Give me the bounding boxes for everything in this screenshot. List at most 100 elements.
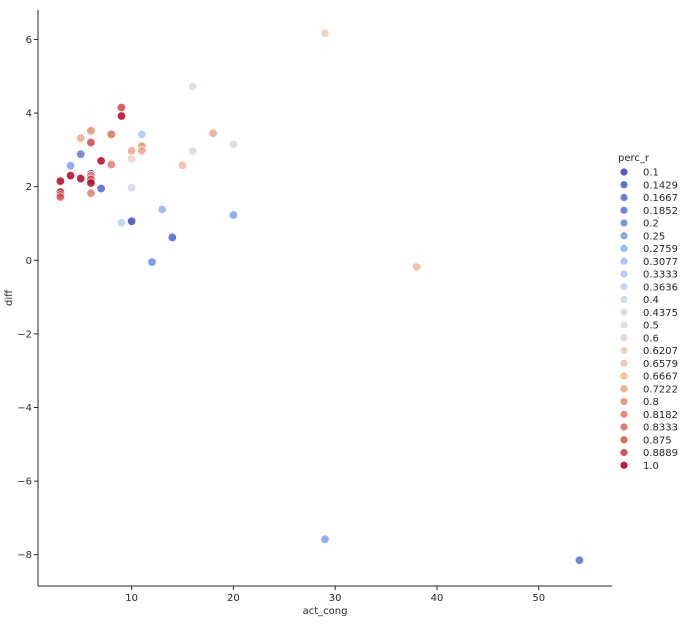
scatter-point [96, 184, 106, 194]
y-tick-label: 6 [26, 35, 32, 46]
legend-marker [620, 359, 628, 367]
legend-marker [620, 385, 628, 393]
y-tick-label: −2 [17, 329, 32, 340]
scatter-point [412, 262, 422, 272]
legend-marker [620, 244, 628, 253]
scatter-point [86, 188, 96, 198]
legend-marker [620, 270, 628, 278]
scatter-point [116, 111, 126, 121]
scatter-point [106, 160, 116, 170]
legend-items: 0.10.1429 0.1667 0.1852 0.20.25 0.2759 0.3077… [620, 168, 678, 472]
legend-label: 0.1667 [643, 193, 678, 204]
x-tick-label: 20 [227, 593, 240, 604]
scatter-point [167, 232, 177, 242]
scatter-point [147, 257, 157, 267]
legend-marker [620, 346, 628, 355]
legend-label: 0.1852 [643, 206, 678, 217]
legend-label: 0.6207 [643, 346, 678, 357]
scatter-point [55, 192, 65, 202]
legend-marker [620, 334, 628, 342]
y-tick-label: 2 [26, 182, 32, 193]
legend-label: 0.8333 [643, 423, 678, 434]
legend-label: 0.25 [643, 231, 665, 242]
legend-marker [620, 257, 628, 265]
scatter-point [188, 82, 198, 92]
legend-marker [620, 436, 628, 444]
legend-title: perc_r [618, 153, 650, 164]
scatter-point [66, 171, 76, 181]
plot-axes [37, 10, 612, 587]
legend-label: 0.6579 [643, 359, 678, 370]
scatter-point [188, 146, 198, 156]
scatter-point [76, 174, 86, 184]
scatter-point [86, 178, 96, 188]
y-tick-label: 4 [26, 109, 32, 120]
scatter-point [228, 139, 238, 149]
x-ticks: 10 20 30 40 50 [125, 586, 545, 604]
legend-label: 0.1 [643, 168, 659, 179]
y-ticks: −8 −6 −4 −2 0 2 4 6 [17, 35, 38, 561]
legend-label: 0.7222 [643, 384, 678, 395]
legend-label: 0.2759 [643, 244, 678, 255]
scatter-point [106, 129, 116, 139]
legend-label: 0.8 [643, 397, 659, 408]
legend-label: 0.3333 [643, 270, 678, 281]
y-axis-title: diff [4, 289, 15, 306]
legend-label: 0.1429 [643, 180, 678, 191]
scatter-point [127, 183, 137, 193]
legend-label: 0.875 [643, 435, 672, 446]
legend-label: 0.2 [643, 219, 659, 230]
scatter-point [178, 160, 188, 170]
legend-label: 0.8889 [643, 448, 678, 459]
legend-marker [620, 423, 628, 431]
data-points [55, 28, 584, 565]
legend-marker [620, 168, 628, 176]
scatter-point [208, 128, 218, 138]
legend-marker [620, 219, 628, 227]
legend-label: 0.6667 [643, 372, 678, 383]
scatter-point [96, 156, 106, 166]
legend-marker [620, 461, 628, 469]
scatter-point [157, 204, 167, 214]
y-tick-label: 0 [26, 256, 32, 267]
scatter-point [320, 534, 330, 544]
scatter-point [127, 154, 137, 164]
legend-label: 0.3636 [643, 282, 678, 293]
scatter-point [76, 133, 86, 143]
scatter-point [86, 126, 96, 136]
x-tick-label: 10 [125, 593, 138, 604]
x-tick-label: 30 [329, 593, 342, 604]
legend-marker [620, 295, 628, 304]
legend-marker [620, 397, 628, 406]
legend-label: 0.6 [643, 333, 659, 344]
scatter-point [116, 103, 126, 113]
legend-marker [620, 308, 628, 316]
legend-label: 0.4 [643, 295, 659, 306]
x-axis-title: act_cong [303, 606, 348, 617]
legend-marker [620, 232, 628, 240]
legend-label: 0.8182 [643, 410, 678, 421]
scatter-point [137, 146, 147, 156]
scatter-point [116, 218, 126, 228]
y-tick-label: −4 [17, 403, 32, 414]
legend-marker [620, 193, 628, 202]
scatter-point [86, 137, 96, 147]
scatter-point [55, 176, 65, 186]
legend-label: 0.3077 [643, 257, 678, 268]
scatter-point [76, 149, 86, 159]
scatter-point [228, 210, 238, 220]
x-tick-label: 50 [532, 593, 545, 604]
scatter-point [574, 555, 584, 565]
legend-marker [620, 372, 628, 380]
y-tick-label: −8 [17, 550, 32, 561]
legend: perc_r 0.10.1429 0.1667 0.1852 0.20.25 0.275… [618, 153, 678, 472]
scatter-point [66, 161, 76, 171]
legend-label: 0.5 [643, 321, 659, 332]
x-tick-label: 40 [431, 593, 444, 604]
legend-label: 0.4375 [643, 308, 678, 319]
legend-marker [620, 321, 628, 329]
scatter-point [320, 28, 330, 38]
y-tick-label: −6 [17, 477, 32, 488]
legend-label: 1.0 [643, 461, 659, 472]
